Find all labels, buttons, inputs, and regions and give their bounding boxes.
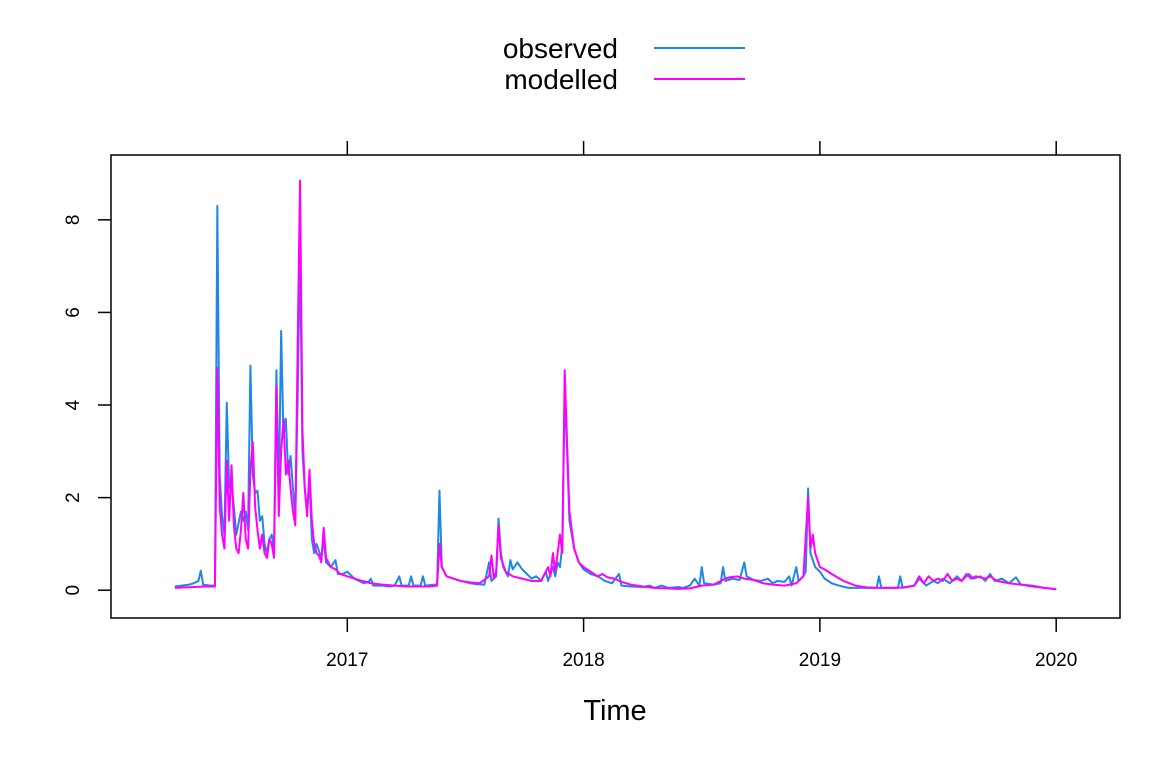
series-line-modelled bbox=[174, 179, 1057, 591]
y-axis: 0 2 4 6 8 bbox=[63, 215, 111, 596]
y-tick-label: 4 bbox=[63, 399, 84, 410]
plot-frame bbox=[110, 154, 1121, 619]
x-tick-label: 2017 bbox=[326, 650, 368, 671]
y-tick-label: 2 bbox=[63, 492, 84, 503]
y-tick-label: 0 bbox=[63, 585, 84, 596]
y-tick-label: 8 bbox=[63, 215, 84, 226]
legend-label-observed: observed bbox=[503, 33, 618, 64]
x-axis: 2017 2018 2019 2020 bbox=[326, 141, 1077, 671]
series-line-observed bbox=[174, 204, 1057, 591]
x-tick-label: 2018 bbox=[562, 650, 604, 671]
x-axis-title: Time bbox=[583, 695, 646, 727]
x-tick-label: 2020 bbox=[1035, 650, 1077, 671]
x-tick-label: 2019 bbox=[799, 650, 841, 671]
series-layer bbox=[174, 179, 1057, 591]
legend-label-modelled: modelled bbox=[504, 64, 618, 95]
y-tick-label: 6 bbox=[63, 307, 84, 318]
